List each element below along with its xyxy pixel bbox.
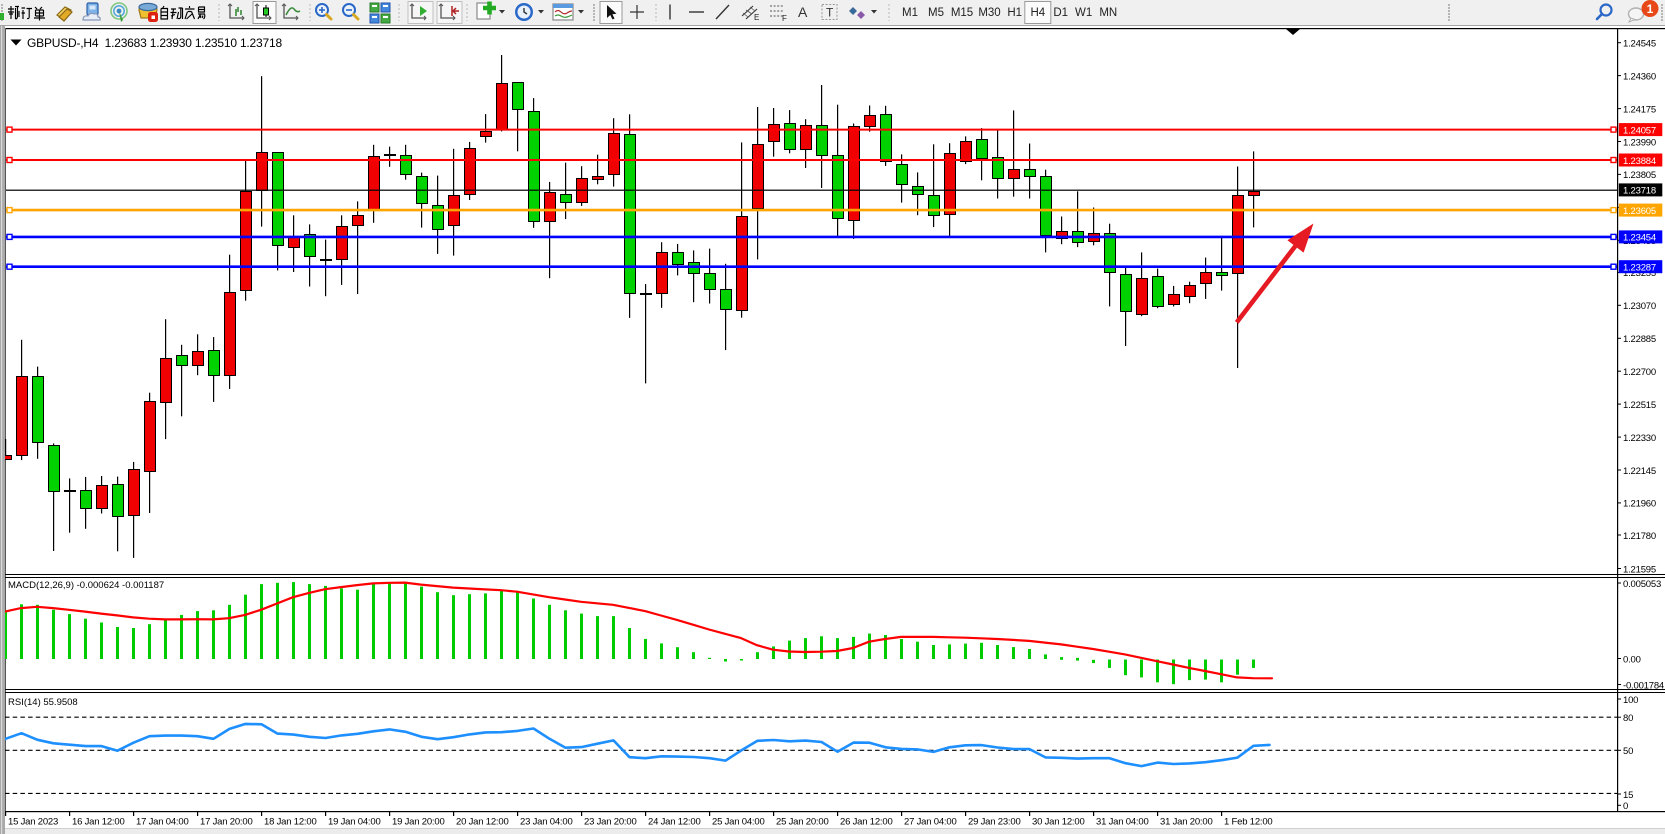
svg-text:M1: M1	[902, 7, 918, 19]
svg-text:1.23718: 1.23718	[1623, 186, 1656, 197]
svg-text:1.24175: 1.24175	[1623, 104, 1656, 115]
svg-text:16 Jan 12:00: 16 Jan 12:00	[72, 817, 125, 828]
svg-text:19 Jan 04:00: 19 Jan 04:00	[328, 817, 381, 828]
svg-text:1.24360: 1.24360	[1623, 71, 1656, 82]
svg-text:0.005053: 0.005053	[1623, 579, 1661, 590]
svg-text:31 Jan 20:00: 31 Jan 20:00	[1160, 817, 1213, 828]
svg-text:MN: MN	[1099, 7, 1117, 19]
svg-text:E: E	[754, 13, 759, 22]
svg-text:30 Jan 12:00: 30 Jan 12:00	[1032, 817, 1085, 828]
svg-text:1.24545: 1.24545	[1623, 39, 1656, 50]
svg-text:25 Jan 20:00: 25 Jan 20:00	[776, 817, 829, 828]
svg-text:17 Jan 20:00: 17 Jan 20:00	[200, 817, 253, 828]
svg-text:25 Jan 04:00: 25 Jan 04:00	[712, 817, 765, 828]
svg-text:1.23287: 1.23287	[1623, 263, 1656, 274]
svg-text:T: T	[826, 6, 834, 20]
svg-text:1.22145: 1.22145	[1623, 466, 1656, 477]
svg-text:15 Jan 2023: 15 Jan 2023	[8, 817, 58, 828]
svg-text:1.23255: 1.23255	[1623, 268, 1656, 279]
svg-text:1 Feb 12:00: 1 Feb 12:00	[1224, 817, 1273, 828]
svg-text:M15: M15	[951, 7, 973, 19]
svg-text:0: 0	[1623, 801, 1628, 812]
svg-text:20 Jan 12:00: 20 Jan 12:00	[456, 817, 509, 828]
svg-text:M30: M30	[978, 7, 1000, 19]
svg-text:1.22700: 1.22700	[1623, 367, 1656, 378]
svg-text:MACD(12,26,9) -0.000624 -0.001: MACD(12,26,9) -0.000624 -0.001187	[8, 580, 164, 591]
svg-text:H1: H1	[1007, 7, 1022, 19]
svg-text:1.22885: 1.22885	[1623, 334, 1656, 345]
svg-text:M5: M5	[928, 7, 944, 19]
svg-text:0.00: 0.00	[1623, 654, 1641, 665]
svg-text:29 Jan 23:00: 29 Jan 23:00	[968, 817, 1021, 828]
svg-text:24 Jan 12:00: 24 Jan 12:00	[648, 817, 701, 828]
svg-text:26 Jan 12:00: 26 Jan 12:00	[840, 817, 893, 828]
svg-text:1.24057: 1.24057	[1623, 125, 1656, 136]
svg-text:23 Jan 04:00: 23 Jan 04:00	[520, 817, 573, 828]
svg-text:1.23070: 1.23070	[1623, 301, 1656, 312]
svg-text:1: 1	[1647, 2, 1654, 16]
svg-text:RSI(14) 55.9508: RSI(14) 55.9508	[8, 697, 78, 708]
svg-text:23 Jan 20:00: 23 Jan 20:00	[584, 817, 637, 828]
svg-text:1.22330: 1.22330	[1623, 433, 1656, 444]
svg-text:1.23884: 1.23884	[1623, 156, 1656, 167]
svg-text:1.22515: 1.22515	[1623, 400, 1656, 411]
svg-text:1.23454: 1.23454	[1623, 233, 1656, 244]
svg-text:19 Jan 20:00: 19 Jan 20:00	[392, 817, 445, 828]
svg-text:100: 100	[1623, 695, 1638, 706]
svg-text:31 Jan 04:00: 31 Jan 04:00	[1096, 817, 1149, 828]
svg-text:A: A	[798, 4, 808, 20]
svg-text:80: 80	[1623, 713, 1633, 724]
svg-text:1.21780: 1.21780	[1623, 531, 1656, 542]
svg-text:18 Jan 12:00: 18 Jan 12:00	[264, 817, 317, 828]
svg-text:27 Jan 04:00: 27 Jan 04:00	[904, 817, 957, 828]
svg-text:F: F	[782, 14, 787, 23]
svg-text:GBPUSD-,H4 1.23683 1.23930 1.: GBPUSD-,H4 1.23683 1.23930 1.23510 1.237…	[27, 36, 282, 50]
svg-text:1.23605: 1.23605	[1623, 206, 1656, 217]
svg-text:D1: D1	[1053, 7, 1068, 19]
svg-text:1.23990: 1.23990	[1623, 137, 1656, 148]
svg-text:1.21960: 1.21960	[1623, 499, 1656, 510]
svg-text:1.21595: 1.21595	[1623, 564, 1656, 575]
svg-text:W1: W1	[1075, 7, 1092, 19]
svg-text:17 Jan 04:00: 17 Jan 04:00	[136, 817, 189, 828]
svg-text:15: 15	[1623, 790, 1633, 801]
svg-text:H4: H4	[1030, 7, 1045, 19]
svg-text:50: 50	[1623, 746, 1633, 757]
svg-text:-0.001784: -0.001784	[1623, 680, 1664, 691]
svg-text:1.23805: 1.23805	[1623, 170, 1656, 181]
